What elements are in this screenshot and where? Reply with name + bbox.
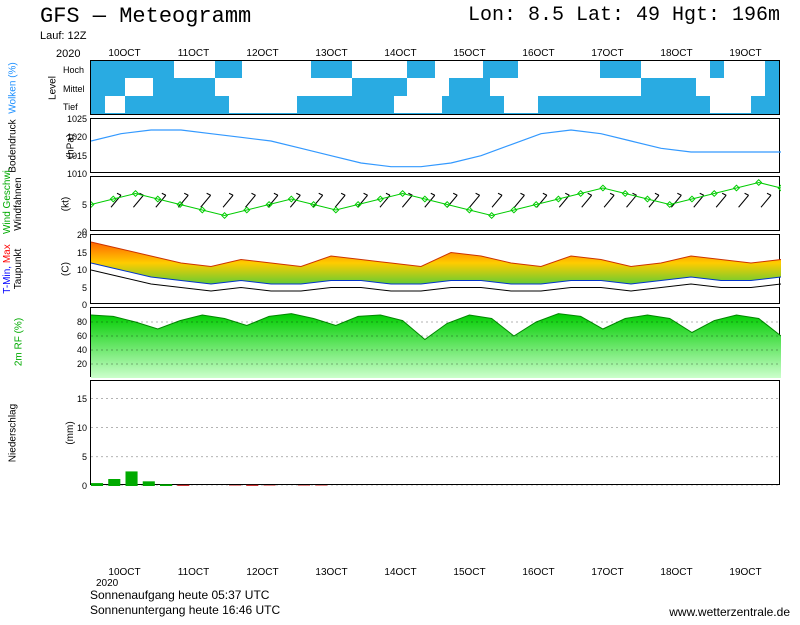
xtick: 13OCT xyxy=(315,567,347,578)
xtick: 17OCT xyxy=(591,48,623,59)
xtick: 18OCT xyxy=(660,48,692,59)
xtick: 17OCT xyxy=(591,567,623,578)
chart-panel: Bodendruck(hPa)1010101510201025 xyxy=(90,118,780,173)
year-top: 2020 xyxy=(56,48,80,60)
xtick: 14OCT xyxy=(384,567,416,578)
title-main: GFS — Meteogramm xyxy=(40,4,251,29)
ylabel: T-Min, MaxTaupunkt xyxy=(2,239,24,299)
plot-area: Wolken (%)LevelHochMittelTiefBodendruck(… xyxy=(90,60,780,565)
xtick: 15OCT xyxy=(453,567,485,578)
chart-panel: Wind Geschwi.Windfahnen(kt)05 xyxy=(90,176,780,231)
xtick: 16OCT xyxy=(522,48,554,59)
xtick: 10OCT xyxy=(108,567,140,578)
ylabel: 2m RF (%) xyxy=(14,312,25,372)
sunset-text: Sonnenuntergang heute 16:46 UTC xyxy=(90,603,280,619)
xtick: 19OCT xyxy=(729,48,761,59)
xtick: 11OCT xyxy=(178,567,210,578)
xtick: 12OCT xyxy=(246,48,278,59)
ylabel: Wind Geschwi.Windfahnen xyxy=(2,174,24,234)
xtick: 19OCT xyxy=(729,567,761,578)
run-label: Lauf: 12Z xyxy=(40,30,86,42)
chart-panel: T-Min, MaxTaupunkt(C)05101520 xyxy=(90,234,780,304)
xtick: 15OCT xyxy=(453,48,485,59)
xtick: 18OCT xyxy=(660,567,692,578)
xtick: 12OCT xyxy=(246,567,278,578)
header: GFS — Meteogramm Lon: 8.5 Lat: 49 Hgt: 1… xyxy=(40,4,790,44)
xtick: 16OCT xyxy=(522,567,554,578)
chart-panel: Niederschlag(mm)051015 xyxy=(90,380,780,485)
watermark: www.wetterzentrale.de xyxy=(669,605,790,619)
xaxis-bottom: 10OCT 11OCT 12OCT 13OCT 14OCT 15OCT 16OCT 17OCT… xyxy=(90,567,780,579)
xtick: 14OCT xyxy=(384,48,416,59)
xaxis-top: 10OCT 11OCT 12OCT 13OCT 14OCT 15OCT 16OCT 17OCT… xyxy=(90,48,780,60)
sunrise-text: Sonnenaufgang heute 05:37 UTC xyxy=(90,588,280,604)
ylabel: Wolken (%) xyxy=(8,58,19,118)
chart-panel: Wolken (%)LevelHochMittelTief xyxy=(90,60,780,115)
ylabel: Niederschlag xyxy=(8,403,19,463)
title-coords: Lon: 8.5 Lat: 49 Hgt: 196m xyxy=(468,4,780,27)
xtick: 13OCT xyxy=(315,48,347,59)
chart-panel: 2m RF (%)20406080 xyxy=(90,307,780,377)
xtick: 10OCT xyxy=(108,48,140,59)
xtick: 11OCT xyxy=(178,48,210,59)
footer: Sonnenaufgang heute 05:37 UTC Sonnenunte… xyxy=(90,588,280,619)
